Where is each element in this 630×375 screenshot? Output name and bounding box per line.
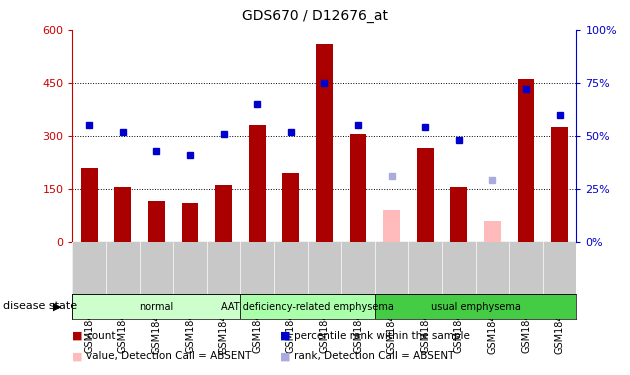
Bar [417,148,433,242]
Text: AAT deficiency-related emphysema: AAT deficiency-related emphysema [221,302,394,312]
Text: ▶: ▶ [54,302,62,311]
Text: rank, Detection Call = ABSENT: rank, Detection Call = ABSENT [294,351,455,361]
Bar [375,294,576,319]
Bar [115,187,131,242]
Bar [282,173,299,242]
Bar [215,185,232,242]
Bar [518,80,534,242]
Bar [484,220,501,242]
Bar [148,201,165,242]
Bar [551,127,568,242]
Text: GDS670 / D12676_at: GDS670 / D12676_at [242,9,388,23]
Text: usual emphysema: usual emphysema [431,302,520,312]
Bar [350,134,367,242]
Text: ■: ■ [280,331,291,340]
Text: ■: ■ [280,351,291,361]
Bar [316,44,333,242]
Text: percentile rank within the sample: percentile rank within the sample [294,331,470,340]
Bar [81,168,98,242]
Text: value, Detection Call = ABSENT: value, Detection Call = ABSENT [86,351,252,361]
Bar [249,125,266,242]
Bar [72,294,241,319]
Bar [181,203,198,242]
Text: count: count [86,331,116,340]
Text: ■: ■ [72,331,83,340]
Bar [241,294,375,319]
Text: disease state: disease state [3,302,77,311]
Text: normal: normal [139,302,174,312]
Bar [450,187,467,242]
Bar [383,210,400,242]
Text: ■: ■ [72,351,83,361]
